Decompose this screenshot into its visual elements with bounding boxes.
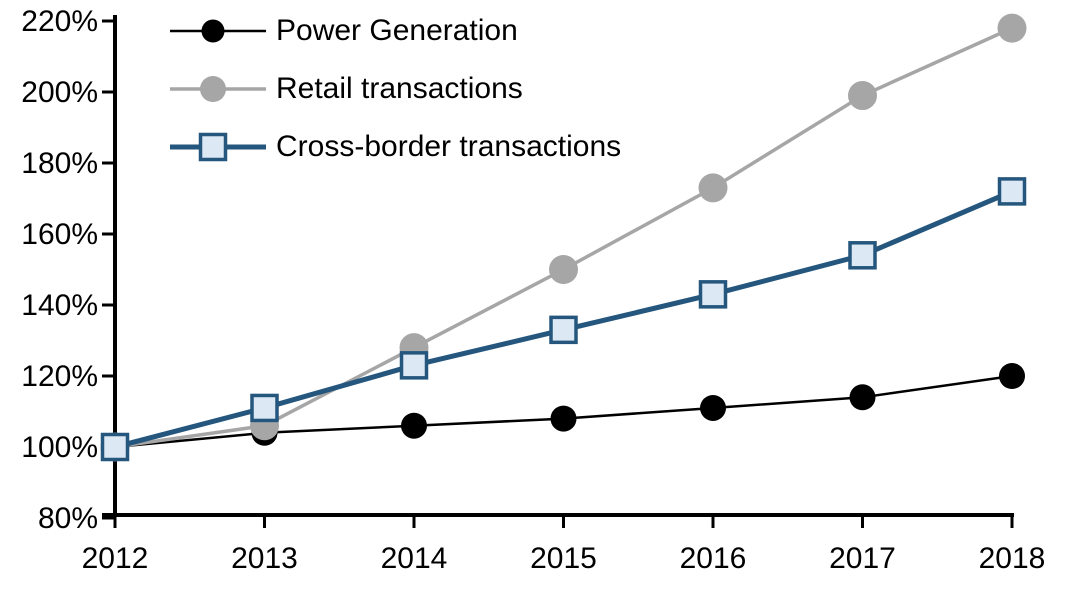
x-tick-label: 2016 xyxy=(680,542,747,575)
cross-border-transactions-marker xyxy=(698,280,728,309)
cross-border-transactions-legend-marker-icon xyxy=(170,132,266,162)
legend-label-retail-transactions: Retail transactions xyxy=(276,72,523,105)
x-tick-label: 2013 xyxy=(231,542,298,575)
retail-transactions-marker xyxy=(698,173,728,203)
y-tick-label: 160% xyxy=(21,218,98,251)
power-generation-marker xyxy=(550,405,577,432)
y-tick-label: 200% xyxy=(21,76,98,109)
legend-item-retail-transactions: Retail transactions xyxy=(170,60,621,118)
power-generation-marker xyxy=(700,394,726,421)
x-tick-label: 2017 xyxy=(829,542,896,575)
cross-border-transactions-marker xyxy=(399,351,429,380)
legend-item-cross-border-transactions: Cross-border transactions xyxy=(170,118,621,176)
y-tick-label: 80% xyxy=(38,502,98,535)
y-tick-label: 180% xyxy=(21,147,98,180)
cross-border-transactions-marker xyxy=(549,315,578,345)
cross-border-transactions-marker xyxy=(848,241,877,270)
y-tick-label: 140% xyxy=(21,289,98,322)
power-generation-legend-marker xyxy=(201,19,225,43)
x-tick-label: 2012 xyxy=(82,542,149,575)
x-tick-label: 2015 xyxy=(530,542,597,575)
retail-transactions-marker xyxy=(848,81,877,111)
power-generation-marker xyxy=(999,363,1025,389)
retail-transactions-marker xyxy=(997,13,1027,43)
x-tick-label: 2018 xyxy=(979,542,1046,575)
power-generation-legend-marker-icon xyxy=(170,19,266,43)
cross-border-transactions-marker xyxy=(100,432,130,462)
cross-border-transactions-marker xyxy=(997,177,1027,206)
legend-item-power-generation: Power Generation xyxy=(170,2,621,60)
power-generation-marker xyxy=(849,384,876,411)
legend-label-cross-border-transactions: Cross-border transactions xyxy=(276,130,622,163)
power-generation-marker xyxy=(401,412,427,439)
retail-transactions-legend-marker xyxy=(200,76,226,102)
y-tick-label: 100% xyxy=(21,431,98,464)
series-power-generation xyxy=(102,363,1025,460)
cross-border-transactions-marker xyxy=(250,393,279,423)
legend: Power Generation Retail transactions Cro… xyxy=(170,2,621,176)
retail-transactions-marker xyxy=(549,255,578,284)
y-tick-label: 220% xyxy=(21,5,98,38)
retail-transactions-legend-marker-icon xyxy=(170,76,266,102)
x-tick-label: 2014 xyxy=(381,542,448,575)
y-tick-label: 120% xyxy=(21,360,98,393)
series-cross-border-transactions xyxy=(100,177,1027,462)
cross-border-transactions-legend-marker xyxy=(198,132,228,162)
legend-label-power-generation: Power Generation xyxy=(276,14,518,47)
